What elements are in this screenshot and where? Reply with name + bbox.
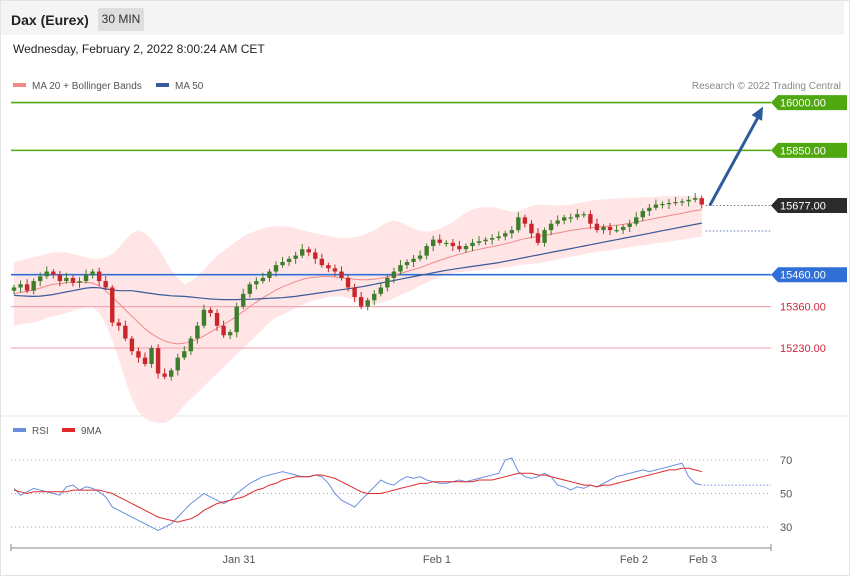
legend-ma50: MA 50 [156, 81, 203, 92]
legend-ma20: MA 20 + Bollinger Bands [13, 81, 142, 92]
rsi-swatch [13, 428, 26, 433]
ma20-swatch [13, 83, 26, 88]
timeframe-badge[interactable]: 30 MIN [98, 8, 144, 31]
legend-rsi: RSI [13, 426, 49, 437]
chart-header: Dax (Eurex) 30 MIN [1, 1, 844, 35]
legend-ma20-label: MA 20 + Bollinger Bands [32, 81, 142, 92]
chart-datetime: Wednesday, February 2, 2022 8:00:24 AM C… [13, 42, 265, 56]
credit-text: Research © 2022 Trading Central [691, 81, 841, 92]
legend-rsi-label: RSI [32, 426, 49, 437]
legend-9ma: 9MA [62, 426, 102, 437]
instrument-title: Dax (Eurex) [11, 12, 89, 28]
ma9-swatch [62, 428, 75, 433]
legend-ma50-label: MA 50 [175, 81, 204, 92]
legend-9ma-label: 9MA [81, 426, 102, 437]
ma50-swatch [156, 83, 169, 88]
